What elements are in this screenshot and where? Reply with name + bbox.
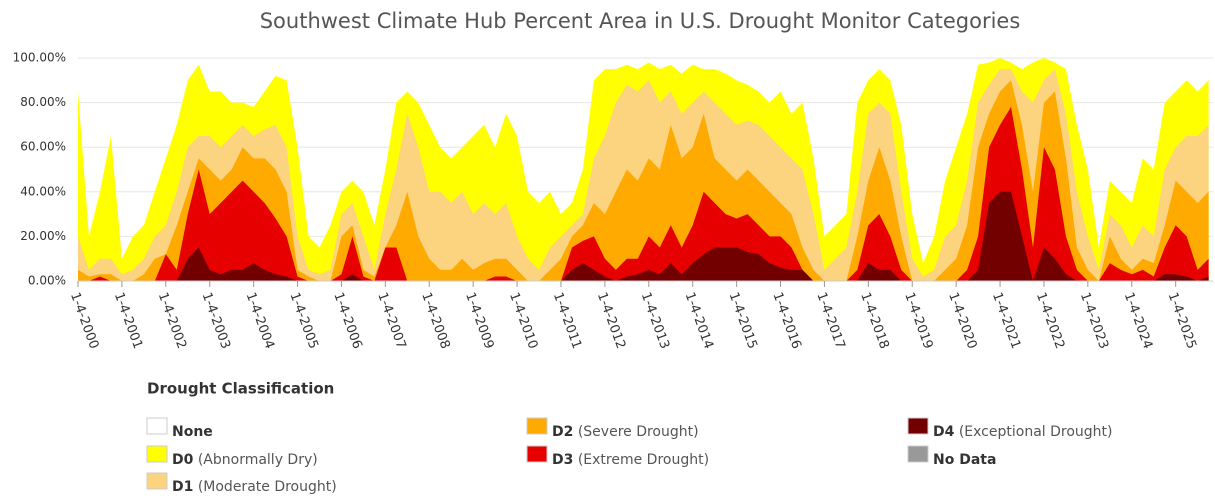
x-tick-label: 1-4-2012 bbox=[594, 290, 628, 351]
x-tick-label: 1-4-2019 bbox=[901, 290, 935, 351]
x-tick-label: 1-4-2011 bbox=[550, 290, 584, 351]
y-tick-label: 100.00% bbox=[13, 51, 66, 65]
x-tick-label: 1-4-2002 bbox=[155, 290, 189, 351]
legend-name: D3 bbox=[552, 452, 573, 468]
x-tick-label: 1-4-2016 bbox=[769, 290, 803, 351]
legend-name: D0 bbox=[172, 452, 194, 468]
legend-name: D4 bbox=[933, 424, 955, 440]
legend-label: D3 (Extreme Drought) bbox=[552, 452, 709, 468]
legend-description: (Abnormally Dry) bbox=[198, 452, 318, 468]
x-tick-label: 1-4-2000 bbox=[67, 290, 101, 351]
x-tick-label: 1-4-2001 bbox=[111, 290, 145, 351]
legend-label: D4 (Exceptional Drought) bbox=[933, 424, 1113, 440]
x-tick-label: 1-4-2004 bbox=[243, 290, 277, 351]
chart-title: Southwest Climate Hub Percent Area in U.… bbox=[260, 9, 1021, 33]
legend-swatch bbox=[526, 417, 548, 435]
x-tick-label: 1-4-2022 bbox=[1033, 290, 1067, 351]
legend-swatch bbox=[146, 445, 168, 463]
legend-label: No Data bbox=[933, 452, 996, 468]
legend-description: (Extreme Drought) bbox=[578, 452, 709, 468]
x-tick-label: 1-4-2024 bbox=[1121, 290, 1155, 351]
legend-name: None bbox=[172, 424, 213, 440]
legend-title: Drought Classification bbox=[147, 380, 334, 398]
legend-label: None bbox=[172, 424, 213, 440]
x-tick-label: 1-4-2013 bbox=[638, 290, 672, 351]
y-tick-label: 20.00% bbox=[20, 229, 66, 243]
x-tick-label: 1-4-2008 bbox=[418, 290, 452, 351]
y-tick-label: 80.00% bbox=[20, 95, 66, 109]
x-tick-label: 1-4-2014 bbox=[682, 290, 716, 351]
legend-swatch bbox=[146, 472, 168, 490]
legend-swatch bbox=[907, 417, 929, 435]
x-tick-label: 1-4-2023 bbox=[1077, 290, 1111, 351]
area bbox=[78, 80, 1209, 281]
x-tick-label: 1-4-2005 bbox=[286, 290, 320, 351]
legend-description: (Moderate Drought) bbox=[198, 479, 337, 495]
x-tick-label: 1-4-2017 bbox=[813, 290, 847, 351]
legend-description: (Exceptional Drought) bbox=[959, 424, 1113, 440]
x-tick-label: 1-4-2003 bbox=[199, 290, 233, 351]
y-tick-label: 0.00% bbox=[28, 274, 66, 288]
x-tick-label: 1-4-2018 bbox=[857, 290, 891, 351]
x-tick-label: 1-4-2010 bbox=[506, 290, 540, 351]
legend-label: D2 (Severe Drought) bbox=[552, 424, 699, 440]
legend-description: (Severe Drought) bbox=[578, 424, 699, 440]
legend-name: D2 bbox=[552, 424, 573, 440]
legend-swatch bbox=[146, 417, 168, 435]
x-tick-label: 1-4-2015 bbox=[726, 290, 760, 351]
legend-label: D0 (Abnormally Dry) bbox=[172, 452, 318, 468]
legend-name: D1 bbox=[172, 479, 193, 495]
legend-name: No Data bbox=[933, 452, 996, 468]
y-tick-label: 40.00% bbox=[20, 184, 66, 198]
legend-label: D1 (Moderate Drought) bbox=[172, 479, 337, 495]
x-tick-label: 1-4-2025 bbox=[1165, 290, 1199, 351]
x-tick-label: 1-4-2009 bbox=[462, 290, 496, 351]
legend-swatch bbox=[907, 445, 929, 463]
x-tick-label: 1-4-2006 bbox=[330, 290, 364, 351]
x-tick-label: 1-4-2021 bbox=[989, 290, 1023, 351]
y-tick-label: 60.00% bbox=[20, 140, 66, 154]
legend-swatch bbox=[526, 445, 548, 463]
x-tick-label: 1-4-2007 bbox=[374, 290, 408, 351]
area bbox=[78, 191, 1209, 281]
x-tick-label: 1-4-2020 bbox=[945, 290, 979, 351]
